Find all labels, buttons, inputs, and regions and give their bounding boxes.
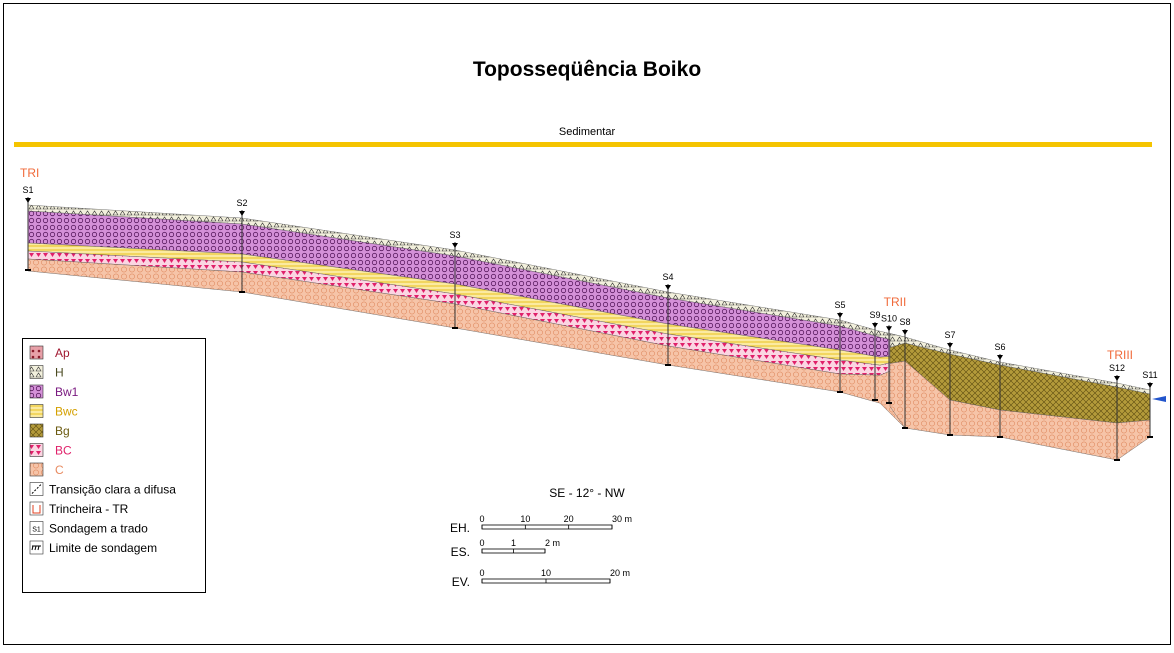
trench-label: TRIII [1107, 348, 1133, 362]
legend-swatch [30, 405, 43, 418]
legend-icon-text: S1 [32, 527, 41, 534]
trench-label: TRI [20, 166, 39, 180]
legend-label: Trincheira - TR [49, 502, 129, 516]
sounding-label: S2 [236, 198, 247, 208]
legend-label: Limite de sondagem [49, 541, 157, 555]
legend-swatch [30, 385, 43, 398]
sounding-label: S11 [1142, 370, 1157, 380]
sounding-label: S8 [899, 317, 910, 327]
sounding-label: S4 [662, 272, 673, 282]
legend-icon [30, 483, 43, 496]
scale-tick-label: 2 m [545, 538, 560, 548]
legend-label: H [55, 366, 64, 380]
scale-label: EH. [450, 521, 470, 535]
trench-label: TRII [884, 295, 907, 309]
scale-label: EV. [452, 575, 470, 589]
scale-tick-label: 0 [479, 514, 484, 524]
sounding-label: S6 [994, 342, 1005, 352]
legend-label: Bw1 [55, 385, 79, 399]
sounding-label: S9 [869, 310, 880, 320]
sounding-label: S5 [834, 300, 845, 310]
scale-tick-label: 20 [564, 514, 574, 524]
legend: Ap H Bw1 Bwc Bg BC C Transição clara a difusa Tr… [23, 339, 206, 593]
scale-label: ES. [451, 545, 470, 559]
legend-label: Bg [55, 424, 70, 438]
scale-tick-label: 0 [479, 568, 484, 578]
legend-label: Bwc [55, 405, 78, 419]
scale-tick-label: 1 [511, 538, 516, 548]
legend-label: Ap [55, 346, 70, 360]
scale-tick-label: 10 [541, 568, 551, 578]
sounding-label: S10 [881, 313, 897, 323]
scale-tick-label: 0 [479, 538, 484, 548]
sounding-label: S12 [1109, 363, 1125, 373]
legend-swatch [30, 444, 43, 457]
legend-swatch [30, 424, 43, 437]
unit-bar [14, 142, 1152, 147]
legend-swatch [30, 366, 43, 379]
subtitle: Sedimentar [559, 126, 616, 138]
legend-label: BC [55, 444, 72, 458]
legend-label: C [55, 463, 64, 477]
scale-tick-label: 30 m [612, 514, 632, 524]
legend-swatch [30, 346, 43, 359]
sounding-label: S1 [22, 185, 33, 195]
scale-tick-label: 10 [520, 514, 530, 524]
legend-icon [30, 541, 43, 554]
scale-bar [482, 525, 612, 529]
title: Toposseqüência Boiko [473, 58, 701, 81]
page: Toposseqüência Boiko Sedimentar S1 S2 S3 S4… [0, 0, 1174, 648]
orientation: SE - 12° - NW [549, 486, 625, 500]
scale-tick-label: 20 m [610, 568, 630, 578]
legend-label: Sondagem a trado [49, 522, 148, 536]
sounding-label: S7 [944, 330, 955, 340]
legend-label: Transição clara a difusa [49, 483, 176, 497]
legend-swatch [30, 463, 43, 476]
sounding-label: S3 [449, 230, 460, 240]
